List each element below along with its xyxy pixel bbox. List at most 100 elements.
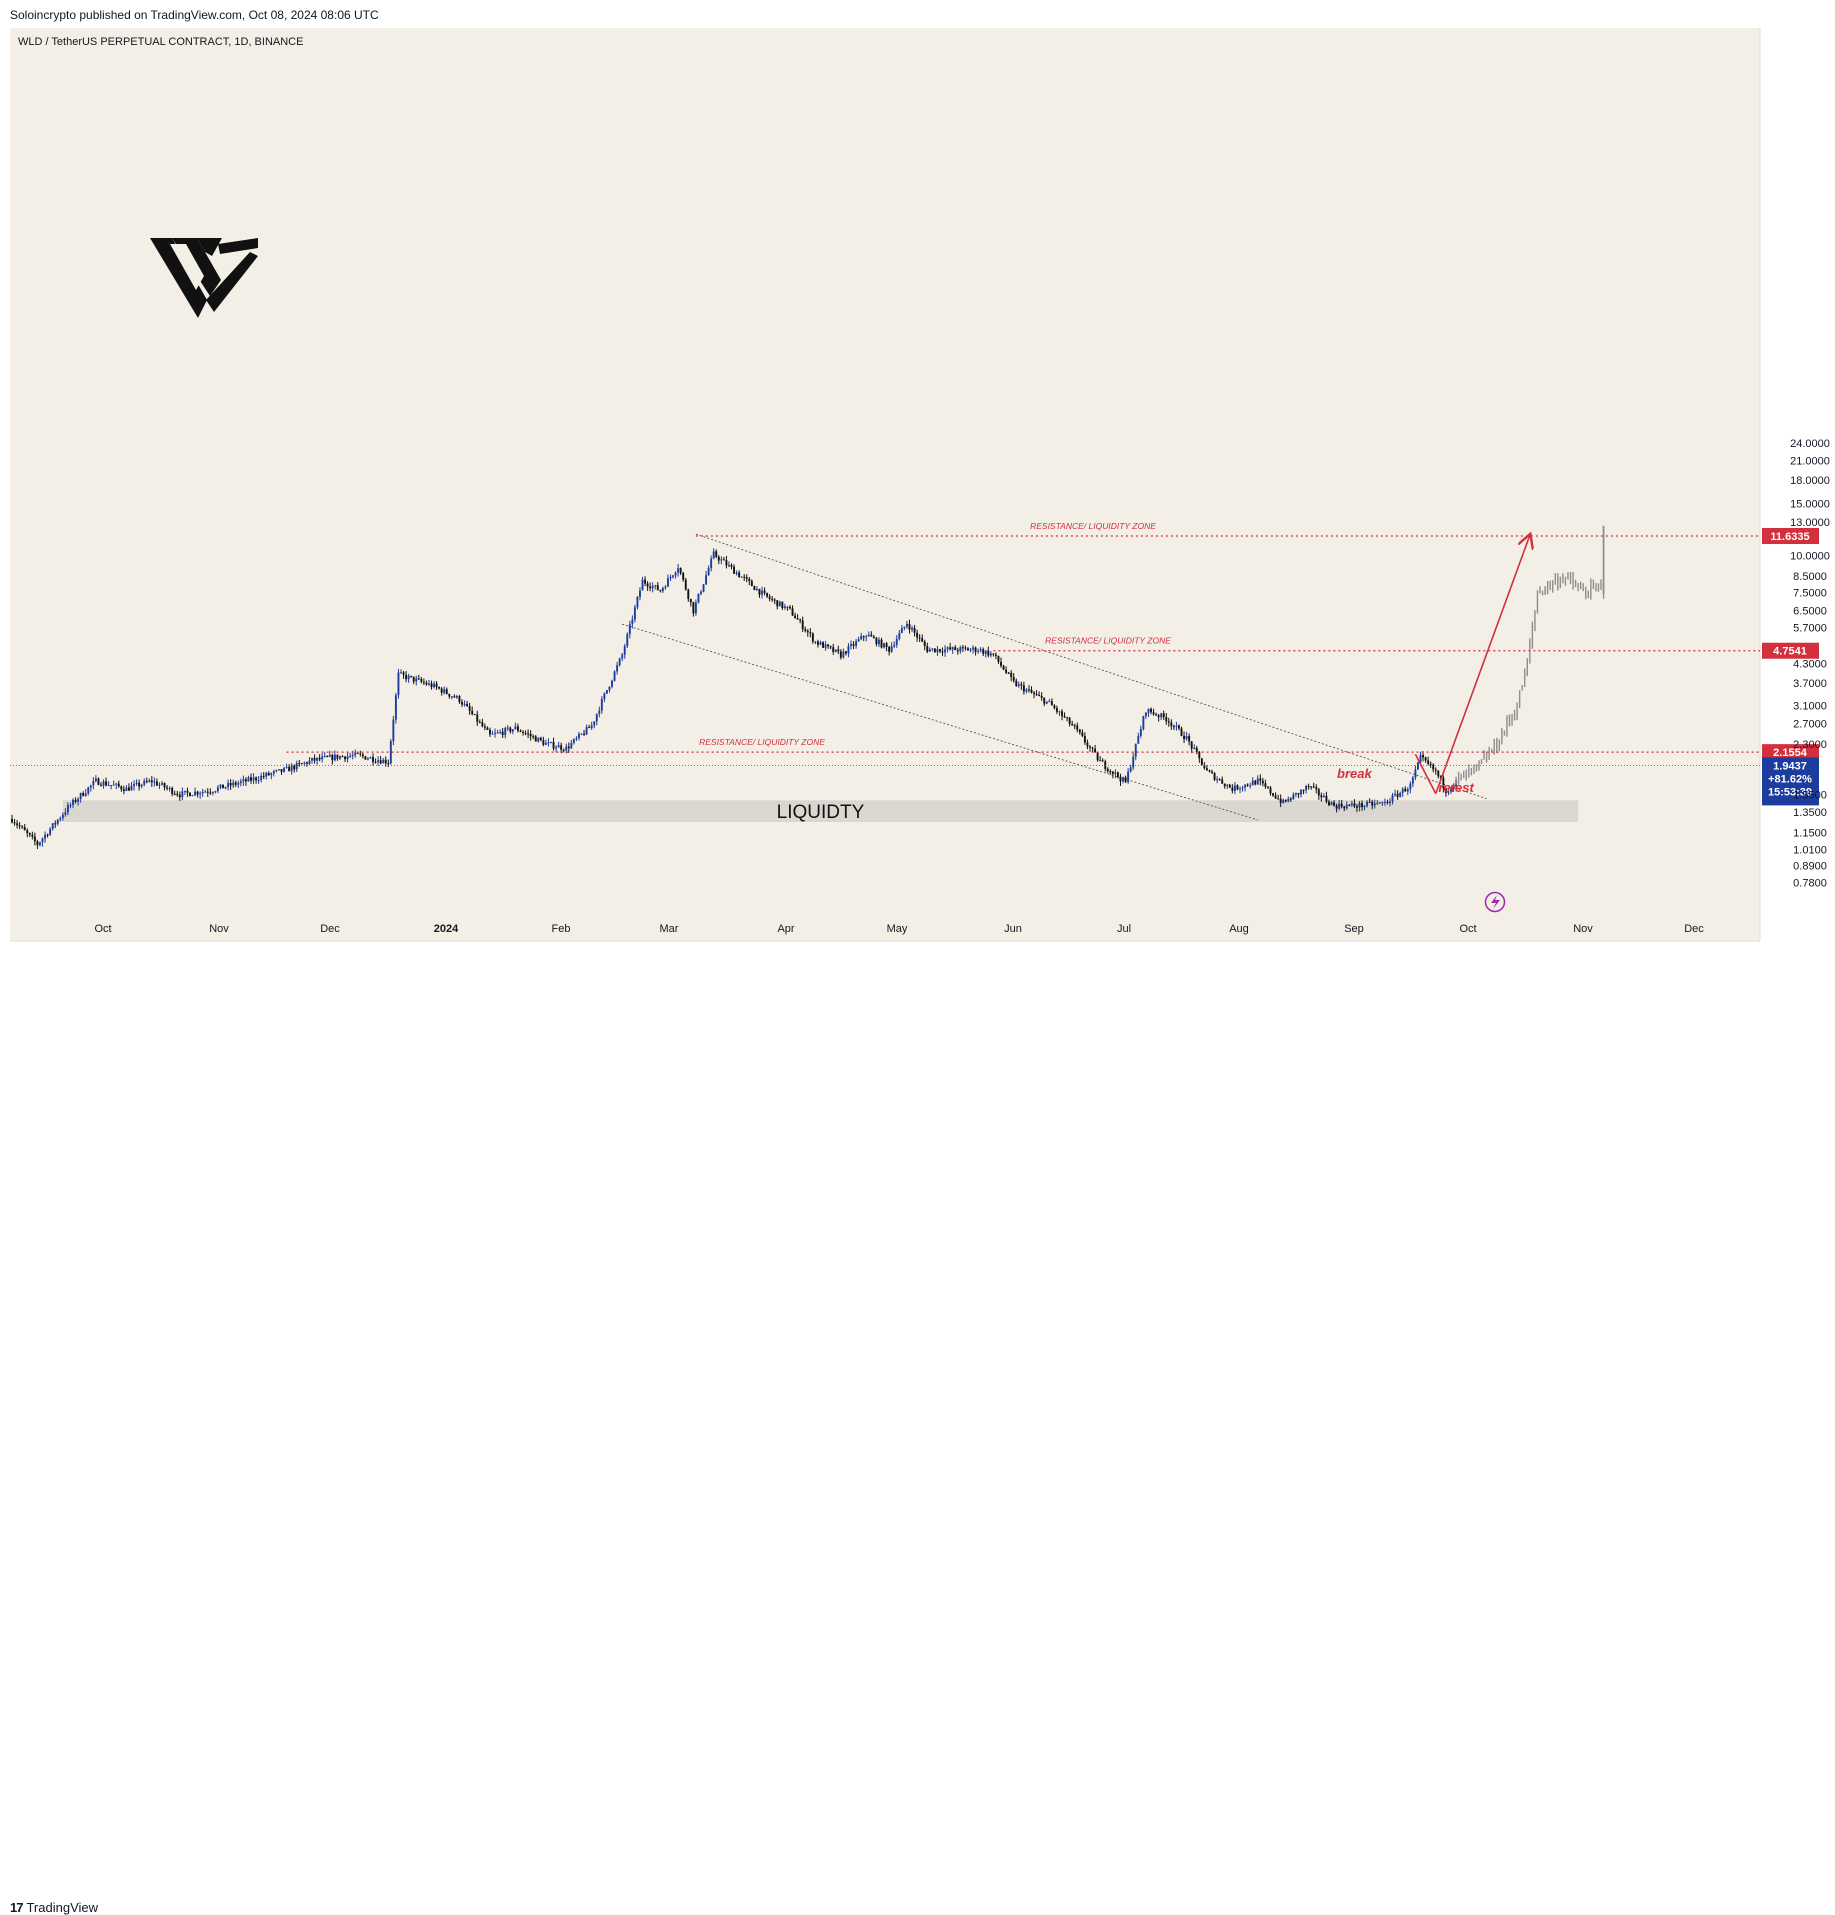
projection-arrow-1[interactable] (1414, 753, 1437, 794)
candle (278, 769, 280, 771)
candle (1287, 798, 1290, 802)
footer-bar: 17 TradingView (0, 948, 1835, 1915)
candle (1063, 716, 1066, 718)
candle (1422, 754, 1424, 758)
candle (628, 624, 631, 635)
candle (804, 629, 807, 631)
candle (107, 785, 110, 787)
last-price-badge[interactable] (1762, 757, 1819, 806)
candle (1167, 721, 1170, 723)
candle (555, 747, 558, 749)
tradingview-brand[interactable]: 17 TradingView (10, 1900, 98, 1915)
candle (1391, 795, 1394, 802)
x-tick-label: Oct (94, 923, 111, 935)
candle (1228, 784, 1231, 788)
candle (1284, 799, 1287, 802)
candle (735, 572, 738, 574)
candle (1312, 786, 1315, 788)
candle (542, 740, 545, 745)
candle (1223, 783, 1226, 787)
candle (364, 756, 367, 760)
candle (776, 600, 779, 607)
y-tick-label: 24.0000 (1790, 438, 1830, 450)
candle (443, 689, 446, 693)
candle (796, 618, 799, 620)
candle (1045, 701, 1048, 704)
candle (781, 601, 784, 608)
candle (361, 754, 364, 757)
lightning-icon[interactable] (1484, 891, 1506, 913)
candle (850, 644, 852, 647)
candle (115, 783, 118, 785)
candle (280, 769, 283, 772)
candle (580, 733, 583, 735)
candle (972, 647, 974, 650)
candle (984, 650, 987, 654)
candle (1277, 798, 1280, 800)
candle (1414, 769, 1417, 778)
candle (1424, 757, 1427, 761)
y-tick-label: 4.3000 (1793, 659, 1827, 671)
trendline-2[interactable] (622, 623, 1258, 821)
candle (1236, 785, 1239, 790)
projection-arrow-2[interactable] (1435, 535, 1530, 794)
candle (44, 834, 47, 839)
candle (1322, 795, 1325, 798)
candle (664, 586, 667, 588)
candle (900, 628, 903, 634)
candle (321, 756, 324, 760)
candle (1028, 689, 1030, 691)
trendline-1[interactable] (695, 533, 1487, 800)
candle (392, 719, 395, 742)
candle (1017, 684, 1020, 686)
price-badge-text: 4.7541 (1773, 646, 1807, 658)
candle (23, 827, 26, 831)
candle (1200, 758, 1203, 766)
candle (112, 784, 115, 786)
candle (461, 701, 463, 705)
price-badge-text: 2.1554 (1773, 747, 1808, 759)
candle (905, 623, 908, 627)
publisher-text: Soloincrypto published on TradingView.co… (10, 8, 379, 22)
candle (72, 799, 74, 805)
candle (161, 783, 163, 785)
y-tick-label: 0.7800 (1793, 877, 1827, 889)
candle (514, 726, 517, 730)
candle (178, 794, 181, 798)
candle (478, 721, 481, 723)
candle (1427, 760, 1430, 764)
chart-area[interactable]: WLD / TetherUS PERPETUAL CONTRACT, 1D, B… (0, 0, 1835, 977)
candle (64, 812, 67, 815)
candle (341, 756, 344, 758)
price-chart[interactable]: WLD / TetherUS PERPETUAL CONTRACT, 1D, B… (0, 0, 1835, 977)
candle (1180, 728, 1183, 736)
candle (1000, 661, 1002, 666)
candle (102, 781, 105, 786)
candle (1203, 765, 1206, 769)
candle (402, 672, 405, 675)
candle (117, 783, 120, 787)
y-tick-label: 1.5500 (1793, 789, 1827, 801)
candle (1190, 741, 1193, 749)
candle (257, 780, 260, 782)
candle (181, 791, 184, 798)
candle (173, 793, 176, 795)
candle (1198, 752, 1201, 759)
candle (1411, 777, 1414, 784)
y-tick-label: 18.0000 (1790, 475, 1830, 487)
candle (209, 792, 212, 794)
candle (1142, 716, 1145, 729)
candle (644, 579, 647, 584)
candle (1091, 747, 1094, 749)
candle (74, 799, 77, 802)
candle (626, 634, 629, 647)
candle (801, 620, 804, 630)
candle (1205, 768, 1208, 771)
candle (313, 757, 316, 761)
candle (496, 732, 499, 734)
candle (611, 680, 613, 687)
candle (466, 703, 469, 707)
candle (476, 714, 479, 722)
candle (730, 564, 733, 567)
candle (677, 568, 680, 573)
